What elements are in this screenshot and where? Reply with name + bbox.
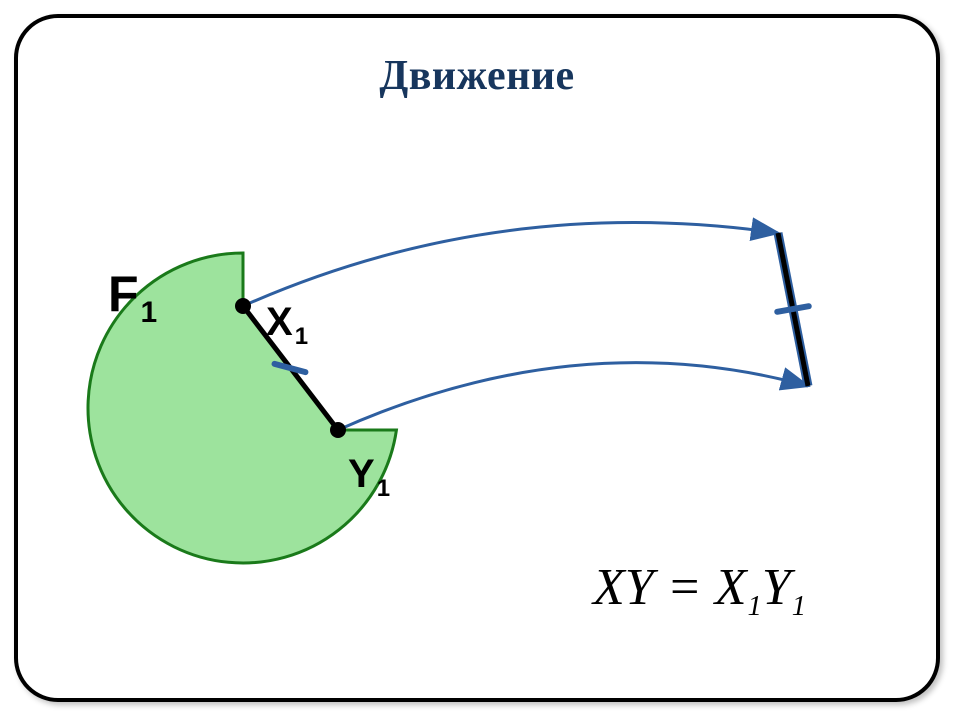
label-f1: F1 (108, 265, 157, 330)
point-y1 (330, 422, 346, 438)
slide-frame: Движение F1 X1 Y1 XY = X1Y1 (14, 14, 940, 702)
label-y1: Y1 (348, 452, 390, 503)
tick-xy2 (777, 306, 809, 312)
equation-xy: XY = X1Y1 (593, 558, 806, 623)
arrow-top (243, 223, 778, 306)
arrow-bottom (338, 363, 808, 430)
label-x1: X1 (266, 300, 308, 351)
point-x1 (235, 298, 251, 314)
